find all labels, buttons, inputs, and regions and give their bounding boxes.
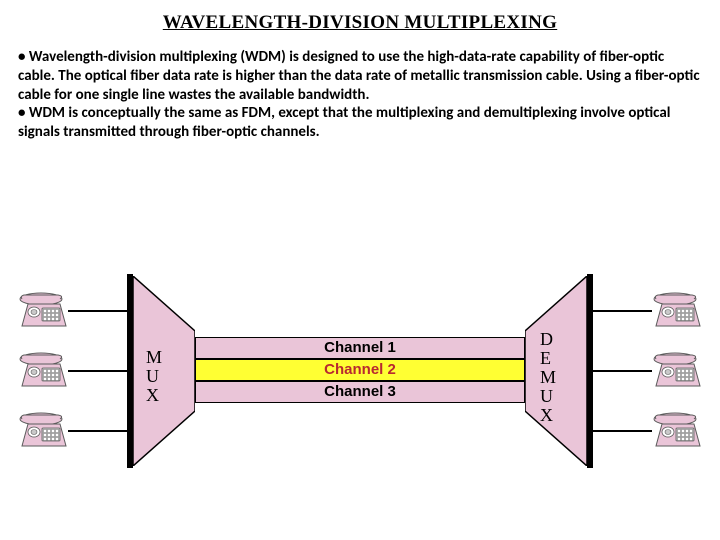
connector-line bbox=[593, 370, 652, 372]
connector-line bbox=[68, 370, 127, 372]
channel-bar-1: Channel 1 bbox=[195, 337, 525, 359]
demux-label: D E M U X bbox=[540, 330, 556, 424]
connector-line bbox=[68, 430, 127, 432]
demux-output-bar bbox=[587, 274, 593, 468]
channel-bar-3: Channel 3 bbox=[195, 381, 525, 403]
connector-line bbox=[68, 310, 127, 312]
connector-line bbox=[593, 310, 652, 312]
page-title: WAVELENGTH-DIVISION MULTIPLEXING bbox=[40, 0, 680, 34]
wdm-diagram: M U X D E M U X Channel 1 Channel 2 Chan… bbox=[18, 280, 702, 470]
phone-icon bbox=[652, 290, 702, 330]
mux-label: M U X bbox=[146, 348, 162, 405]
phone-icon bbox=[18, 290, 68, 330]
description-text: • Wavelength-division multiplexing (WDM)… bbox=[0, 34, 720, 142]
mux-block bbox=[133, 276, 195, 466]
mux-shape bbox=[133, 276, 195, 466]
phone-icon bbox=[18, 350, 68, 390]
bullet-2: • WDM is conceptually the same as FDM, e… bbox=[18, 104, 670, 141]
phone-icon bbox=[18, 410, 68, 450]
phone-icon bbox=[652, 410, 702, 450]
channel-bar-2: Channel 2 bbox=[195, 359, 525, 381]
connector-line bbox=[593, 430, 652, 432]
phone-icon bbox=[652, 350, 702, 390]
bullet-1: • Wavelength-division multiplexing (WDM)… bbox=[18, 48, 700, 104]
